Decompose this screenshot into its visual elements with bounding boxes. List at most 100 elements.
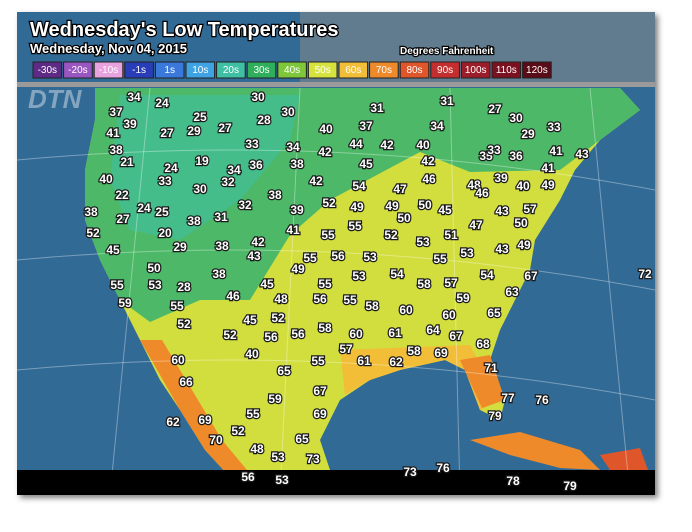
temperature: 28: [177, 280, 191, 294]
temperature: 60: [349, 327, 363, 341]
temperature: 69: [434, 346, 448, 360]
temperature: 55: [348, 219, 362, 233]
temperature: 56: [313, 292, 327, 306]
temperature: 54: [352, 179, 366, 193]
temperature: 56: [291, 327, 305, 341]
temperature: 27: [116, 212, 130, 226]
warm-zone-gulf: [340, 345, 500, 410]
temperature: 37: [109, 105, 123, 119]
cold-zone: [110, 95, 300, 240]
warm-zone-west: [140, 340, 262, 488]
temperature: 64: [426, 323, 440, 337]
temperature: 57: [444, 276, 458, 290]
temperature: 34: [227, 163, 241, 177]
temperature: 34: [430, 119, 444, 133]
temperature: 42: [380, 138, 394, 152]
legend-label: 60s: [345, 65, 361, 76]
temperature: 41: [286, 223, 300, 237]
temperature: 27: [488, 102, 502, 116]
temperature: 70: [209, 433, 223, 447]
temperature: 20: [158, 226, 172, 240]
temperature: 52: [177, 317, 191, 331]
temperature: 58: [417, 277, 431, 291]
legend-swatch: [32, 61, 63, 79]
title: Wednesday's Low Temperatures: [30, 19, 339, 41]
temperature: 53: [271, 450, 285, 464]
temperature: 67: [524, 269, 538, 283]
temperature: 21: [120, 155, 134, 169]
temperature: 49: [541, 178, 555, 192]
temperature: 76: [535, 393, 549, 407]
temperature: 22: [115, 188, 129, 202]
temperature: 58: [318, 321, 332, 335]
legend-label: 30s: [253, 65, 269, 76]
temperature: 38: [215, 239, 229, 253]
temperature: 40: [319, 122, 333, 136]
temperature: 54: [390, 267, 404, 281]
temperature: 40: [245, 347, 259, 361]
temperature: 60: [442, 308, 456, 322]
temperature: 38: [109, 143, 123, 157]
legend-swatch: [430, 61, 460, 79]
legend-label: 90s: [437, 65, 453, 76]
temperature: 33: [547, 120, 561, 134]
temperature: 33: [487, 143, 501, 157]
temperature: 40: [416, 138, 430, 152]
temperature: 27: [160, 126, 174, 140]
legend-swatch: [93, 61, 124, 79]
temperature: 51: [444, 228, 458, 242]
temperature: 31: [370, 101, 384, 115]
legend-label: 20s: [223, 65, 239, 76]
temperature: 48: [250, 442, 264, 456]
temperature: 56: [331, 249, 345, 263]
temperature: 68: [476, 337, 490, 351]
temperature: 67: [449, 329, 463, 343]
temperature: 25: [155, 205, 169, 219]
legend-label: 1s: [164, 65, 175, 76]
temperature: 47: [393, 182, 407, 196]
temperature: 65: [487, 306, 501, 320]
temperature: 55: [110, 278, 124, 292]
temperature: 55: [343, 293, 357, 307]
temperature: 67: [313, 384, 327, 398]
temperature: 52: [271, 311, 285, 325]
temperature: 24: [155, 96, 169, 110]
temperature: 59: [118, 296, 132, 310]
legend-swatch: [124, 61, 154, 79]
temperature: 24: [137, 201, 151, 215]
temperature: 56: [264, 330, 278, 344]
temperature: 53: [352, 269, 366, 283]
temperature: 25: [193, 110, 207, 124]
temperature: 24: [164, 161, 178, 175]
temperature: 57: [523, 202, 537, 216]
temperature: 30: [193, 182, 207, 196]
temperature: 59: [268, 392, 282, 406]
temperature: 29: [521, 127, 535, 141]
temperature: 48: [274, 292, 288, 306]
temperature: 52: [322, 196, 336, 210]
temperature: 63: [505, 285, 519, 299]
legend-swatch: [460, 61, 491, 79]
temperature: 43: [575, 147, 589, 161]
temperature: 73: [403, 465, 417, 479]
temperature: 55: [321, 228, 335, 242]
legend-label: 120s: [526, 65, 548, 76]
legend-swatch: [216, 61, 246, 79]
temperature: 59: [456, 291, 470, 305]
temperature: 49: [350, 200, 364, 214]
temperature: 55: [170, 299, 184, 313]
temperature: 77: [501, 391, 515, 405]
temperature: 32: [221, 175, 235, 189]
temperature: 66: [179, 375, 193, 389]
temperature: 42: [318, 145, 332, 159]
temperature: 46: [475, 186, 489, 200]
legend-label: 40s: [284, 65, 300, 76]
temperature: 45: [359, 157, 373, 171]
temperature: 71: [484, 361, 498, 375]
temperature: 30: [251, 90, 265, 104]
temperature: 33: [245, 137, 259, 151]
temperature: 38: [84, 205, 98, 219]
temperature: 39: [123, 117, 137, 131]
